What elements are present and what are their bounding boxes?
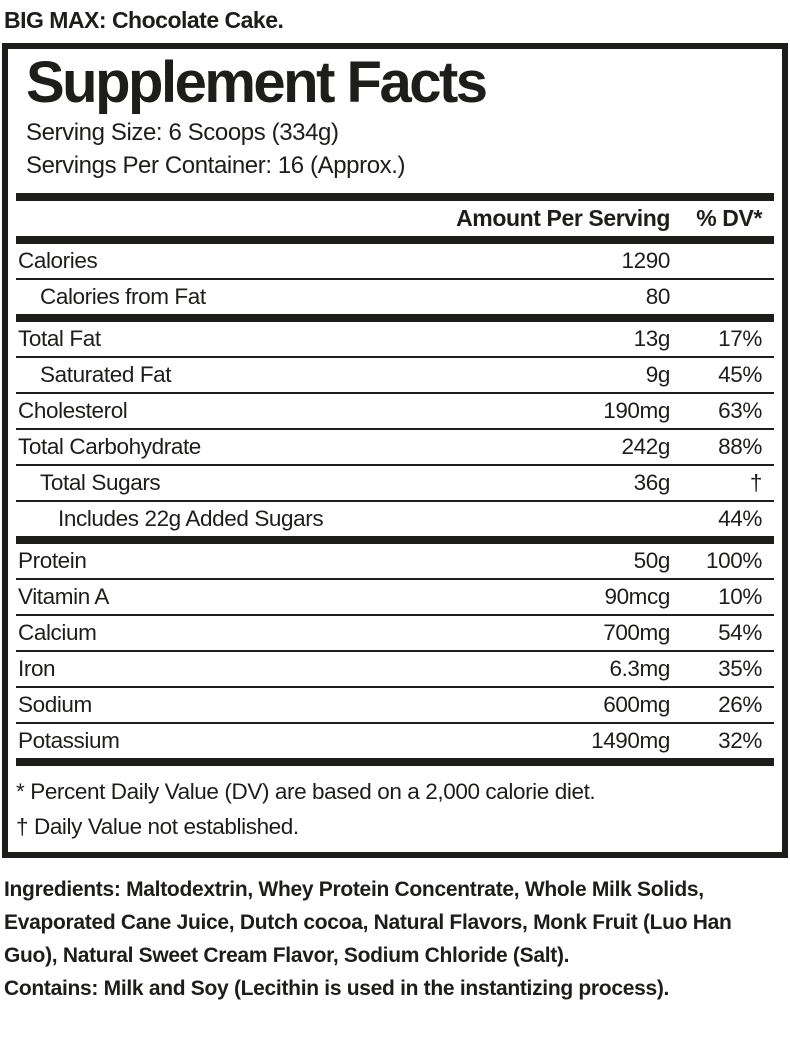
nutrient-name: Calcium bbox=[18, 620, 97, 646]
nutrient-name: Total Fat bbox=[18, 326, 101, 352]
separator bbox=[16, 686, 774, 689]
ingredients-section: Ingredients: Maltodextrin, Whey Protein … bbox=[4, 873, 788, 1005]
nutrient-amount: 1290 bbox=[621, 248, 671, 274]
nutrient-name: Potassium bbox=[18, 728, 120, 754]
nutrient-row-potassium: Potassium 1490mg 32% bbox=[16, 724, 774, 758]
separator bbox=[16, 578, 774, 581]
nutrient-row-calcium: Calcium 700mg 54% bbox=[16, 616, 774, 650]
table-header: Amount Per Serving % DV* bbox=[16, 201, 774, 236]
nutrient-amount: 9g bbox=[645, 362, 671, 388]
separator bbox=[16, 722, 774, 725]
nutrient-dv: 100% bbox=[706, 548, 762, 574]
nutrient-row-saturated-fat: Saturated Fat 9g 45% bbox=[16, 358, 774, 392]
nutrient-dv: † bbox=[749, 470, 763, 496]
nutrient-name: Vitamin A bbox=[18, 584, 110, 610]
nutrient-dv: 35% bbox=[718, 656, 762, 682]
nutrient-name: Calories bbox=[18, 248, 98, 274]
separator bbox=[16, 614, 774, 617]
separator bbox=[16, 500, 774, 503]
nutrient-name: Includes 22g Added Sugars bbox=[58, 506, 324, 532]
nutrient-dv: 54% bbox=[718, 620, 762, 646]
nutrient-amount: 50g bbox=[633, 548, 671, 574]
nutrient-row-total-carbohydrate: Total Carbohydrate 242g 88% bbox=[16, 430, 774, 464]
footnotes: * Percent Daily Value (DV) are based on … bbox=[16, 774, 774, 844]
nutrient-dv: 88% bbox=[718, 434, 762, 460]
nutrient-amount: 90mcg bbox=[604, 584, 670, 610]
footnote-percent-dv: * Percent Daily Value (DV) are based on … bbox=[16, 779, 596, 805]
nutrient-dv: 17% bbox=[718, 326, 762, 352]
header-percent-dv: % DV* bbox=[696, 205, 762, 232]
nutrient-row-iron: Iron 6.3mg 35% bbox=[16, 652, 774, 686]
nutrient-row-cholesterol: Cholesterol 190mg 63% bbox=[16, 394, 774, 428]
ingredients-text: Ingredients: Maltodextrin, Whey Protein … bbox=[4, 878, 732, 968]
thick-bar bbox=[16, 193, 774, 202]
serving-size: Serving Size: 6 Scoops (334g) bbox=[26, 119, 339, 147]
nutrient-name: Saturated Fat bbox=[40, 362, 172, 388]
nutrient-row-total-sugars: Total Sugars 36g † bbox=[16, 466, 774, 500]
nutrient-name: Iron bbox=[18, 656, 56, 682]
nutrient-amount: 6.3mg bbox=[609, 656, 670, 682]
nutrient-row-sodium: Sodium 600mg 26% bbox=[16, 688, 774, 722]
nutrient-name: Total Sugars bbox=[40, 470, 161, 496]
footnote-dagger: † Daily Value not established. bbox=[16, 814, 299, 840]
thick-bar bbox=[16, 236, 774, 245]
servings-per-container: Servings Per Container: 16 (Approx.) bbox=[26, 152, 406, 180]
nutrient-dv: 44% bbox=[718, 506, 762, 532]
separator bbox=[16, 650, 774, 653]
nutrient-amount: 700mg bbox=[603, 620, 670, 646]
nutrient-amount: 1490mg bbox=[591, 728, 670, 754]
product-title: BIG MAX: Chocolate Cake. bbox=[4, 7, 284, 33]
nutrient-row-protein: Protein 50g 100% bbox=[16, 544, 774, 578]
serving-info: Serving Size: 6 Scoops (334g) Servings P… bbox=[16, 116, 774, 182]
nutrient-amount: 190mg bbox=[603, 398, 670, 424]
nutrient-amount: 13g bbox=[633, 326, 671, 352]
nutrient-name: Total Carbohydrate bbox=[18, 434, 201, 460]
contains-text: Contains: Milk and Soy (Lecithin is used… bbox=[4, 977, 670, 1001]
nutrient-name: Cholesterol bbox=[18, 398, 128, 424]
thick-bar bbox=[16, 758, 774, 767]
separator bbox=[16, 392, 774, 395]
nutrient-dv: 32% bbox=[718, 728, 762, 754]
nutrient-row-total-fat: Total Fat 13g 17% bbox=[16, 322, 774, 356]
nutrient-row-added-sugars: Includes 22g Added Sugars 44% bbox=[16, 502, 774, 536]
nutrient-dv: 63% bbox=[718, 398, 762, 424]
nutrient-dv: 45% bbox=[718, 362, 762, 388]
nutrient-dv: 26% bbox=[718, 692, 762, 718]
nutrient-name: Calories from Fat bbox=[40, 284, 206, 310]
nutrient-row-calories: Calories 1290 bbox=[16, 244, 774, 278]
separator bbox=[16, 278, 774, 281]
panel-title: Supplement Facts bbox=[26, 50, 488, 115]
nutrient-name: Protein bbox=[18, 548, 87, 574]
thick-bar bbox=[16, 536, 774, 545]
nutrient-amount: 36g bbox=[633, 470, 671, 496]
nutrient-row-calories-from-fat: Calories from Fat 80 bbox=[16, 280, 774, 314]
nutrient-amount: 242g bbox=[621, 434, 671, 460]
separator bbox=[16, 356, 774, 359]
thick-bar bbox=[16, 314, 774, 323]
separator bbox=[16, 464, 774, 467]
separator bbox=[16, 428, 774, 431]
nutrient-amount: 600mg bbox=[603, 692, 670, 718]
supplement-facts-panel: Supplement Facts Serving Size: 6 Scoops … bbox=[2, 43, 788, 859]
header-amount-per-serving: Amount Per Serving bbox=[456, 205, 670, 232]
nutrient-name: Sodium bbox=[18, 692, 92, 718]
nutrient-row-vitamin-a: Vitamin A 90mcg 10% bbox=[16, 580, 774, 614]
nutrient-amount: 80 bbox=[645, 284, 671, 310]
nutrient-dv: 10% bbox=[718, 584, 762, 610]
